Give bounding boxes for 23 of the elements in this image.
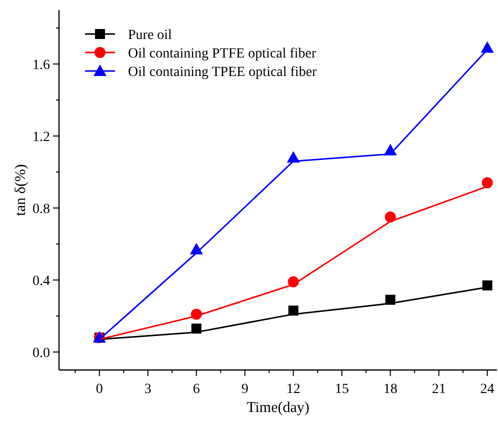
x-tick-label: 21 [432,382,446,397]
legend-label: Oil containing PTFE optical fiber [128,46,317,62]
x-tick-label: 9 [241,382,248,397]
legend-label: Pure oil [128,28,172,43]
y-tick-label: 1.2 [32,130,50,145]
y-tick-label: 0.4 [32,274,50,289]
y-tick-label: 0.0 [32,346,50,361]
x-tick-label: 12 [286,382,300,397]
x-tick-label: 18 [383,382,398,397]
point [384,212,396,222]
y-tick-label: 0.8 [32,202,50,217]
x-tick-label: 0 [96,382,103,397]
x-tick-label: 3 [144,382,152,397]
y-axis-title: tan δ(%) [13,164,29,216]
x-tick-label: 15 [334,382,349,397]
point [482,280,492,290]
x-tick-label: 6 [192,382,200,397]
point [480,41,494,53]
x-tick-label: 24 [480,382,494,397]
legend-label: Oil containing TPEE optical fiber [128,64,318,80]
point [482,177,493,188]
y-tick-label: 1.6 [32,58,50,73]
x-axis-title: Time(day) [246,400,310,416]
